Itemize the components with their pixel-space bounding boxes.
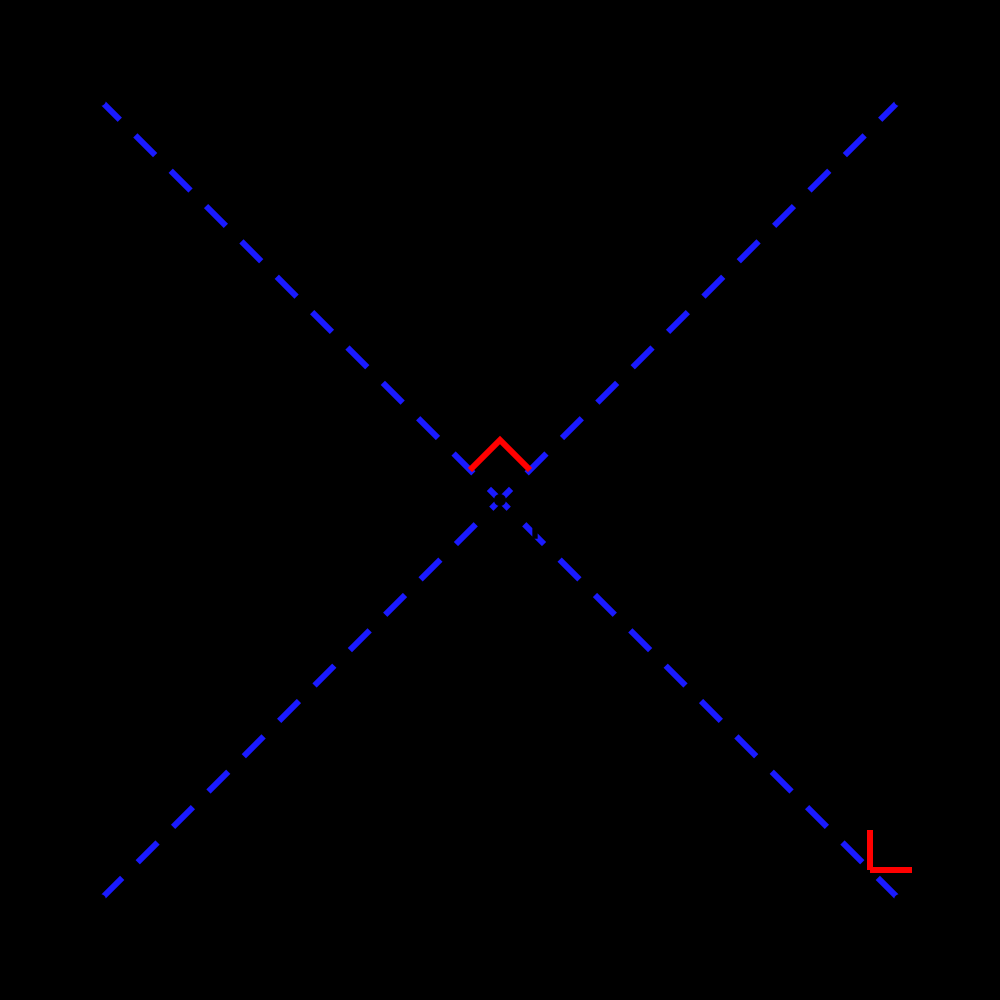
vertex-label-t: T bbox=[517, 487, 552, 553]
vertex-point-c bbox=[894, 894, 906, 906]
vertex-point-b bbox=[894, 94, 906, 106]
vertex-label-d: D bbox=[47, 899, 88, 965]
vertex-label-c: C bbox=[914, 902, 955, 968]
diagram-svg bbox=[0, 0, 1000, 1000]
vertex-point-d bbox=[94, 894, 106, 906]
vertex-label-b: B bbox=[911, 37, 949, 103]
right-angle-marker-c bbox=[870, 830, 912, 870]
vertex-point-t bbox=[494, 494, 506, 506]
geometry-diagram: A B C D T bbox=[0, 0, 1000, 1000]
vertex-point-a bbox=[94, 94, 106, 106]
right-angle-marker-t bbox=[470, 440, 530, 470]
vertex-label-a: A bbox=[53, 37, 91, 103]
